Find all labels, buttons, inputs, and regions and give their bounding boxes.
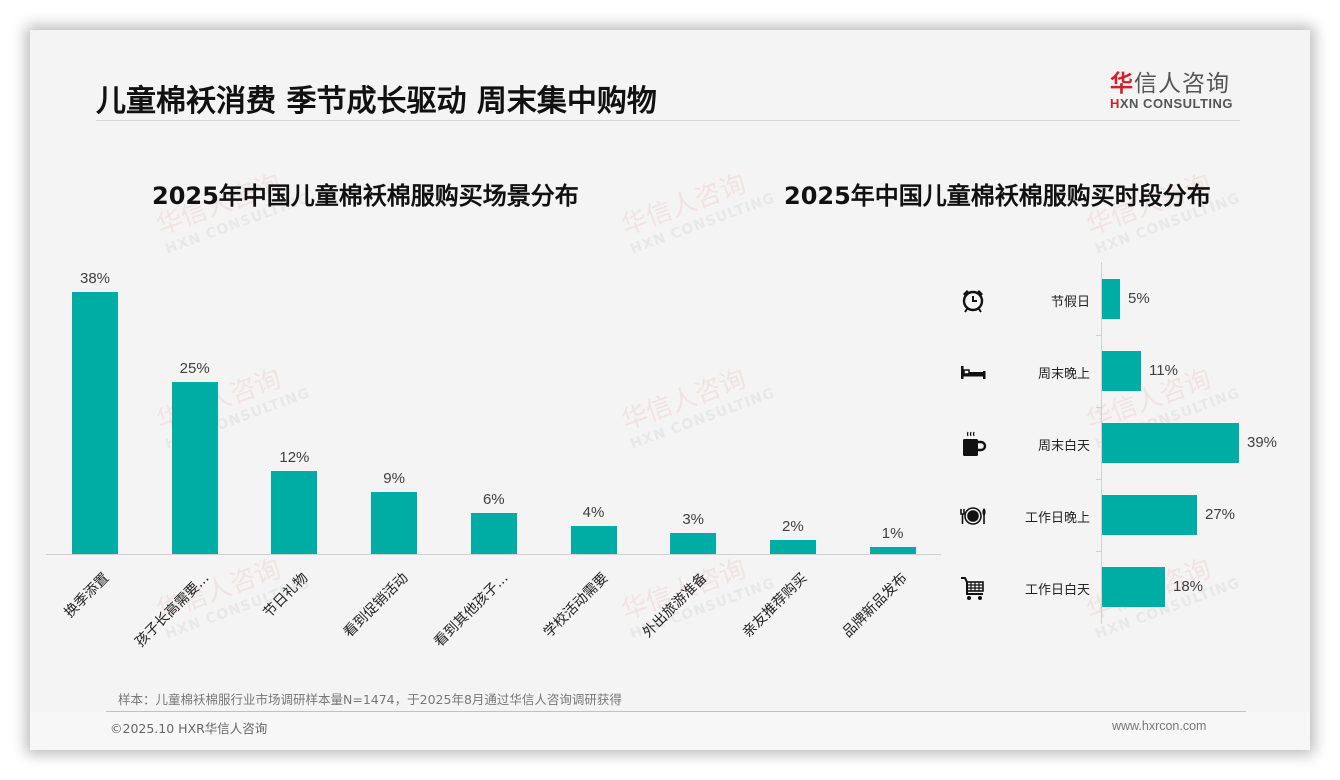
- category-label: 看到促销活动: [340, 570, 412, 641]
- bar: [769, 540, 816, 554]
- bar: [1102, 423, 1239, 463]
- bar-value-label: 38%: [79, 270, 111, 287]
- bar: [1102, 567, 1165, 607]
- bar: [371, 492, 418, 554]
- watermark-en: HXN CONSULTING: [628, 385, 778, 453]
- bar-value-label: 5%: [1128, 290, 1150, 307]
- logo-en-rest: XN CONSULTING: [1119, 96, 1234, 111]
- category-label: 品牌新品发布: [839, 570, 911, 641]
- category-label: 看到其他孩子...: [431, 570, 512, 651]
- bar-category-label: 节假日: [1050, 295, 1090, 310]
- bar: [470, 513, 517, 554]
- category-label: 孩子长高需要...: [131, 570, 213, 651]
- bar: [570, 526, 617, 554]
- logo-cn-rest: 信人咨询: [1134, 71, 1230, 97]
- logo-en: HXN CONSULTING: [1110, 96, 1240, 111]
- bar-value-label: 39%: [1247, 434, 1278, 451]
- y-axis-tick: [1096, 407, 1101, 408]
- y-axis-tick: [1096, 335, 1101, 336]
- shopping-cart-icon: [959, 574, 987, 602]
- copyright: ©2025.10 HXR华信人咨询: [110, 721, 268, 736]
- bar: [72, 292, 118, 554]
- bar-value-label: 9%: [383, 470, 405, 487]
- bar-value-label: 18%: [1173, 578, 1204, 595]
- bar: [869, 547, 916, 554]
- bar-value-label: 2%: [782, 518, 804, 535]
- bar: [1102, 279, 1120, 319]
- logo-en-prefix: H: [1110, 96, 1120, 111]
- logo-cn-red: 华: [1110, 71, 1134, 97]
- bar-value-label: 12%: [279, 449, 310, 466]
- watermark-en: HXN CONSULTING: [628, 190, 778, 258]
- bar-category-label: 工作日晚上: [1024, 511, 1090, 526]
- category-label: 换季添置: [61, 570, 113, 622]
- website-link[interactable]: www.hxrcon.com: [1112, 719, 1207, 733]
- category-label: 外出旅游准备: [639, 570, 711, 641]
- y-axis-line: [1101, 262, 1102, 624]
- bar-value-label: 25%: [179, 360, 210, 377]
- x-axis-line: [46, 554, 941, 555]
- bar: [670, 533, 717, 554]
- right-chart-title: 2025年中国儿童棉袄棉服购买时段分布: [784, 182, 1211, 210]
- company-logo: 华信人咨询 HXN CONSULTING: [1110, 64, 1240, 111]
- left-chart-title: 2025年中国儿童棉袄棉服购买场景分布: [152, 182, 579, 210]
- category-label: 学校活动需要: [540, 570, 611, 641]
- plate-cutlery-icon: [959, 502, 987, 530]
- logo-cn: 华信人咨询: [1110, 64, 1240, 98]
- sample-note: 样本：儿童棉袄棉服行业市场调研样本量N=1474，于2025年8月通过华信人咨询…: [118, 692, 622, 707]
- footer-divider: [106, 711, 1246, 712]
- bar-value-label: 3%: [682, 511, 705, 528]
- category-label: 节日礼物: [260, 570, 312, 622]
- hot-coffee-icon: [959, 430, 987, 458]
- bar-value-label: 27%: [1205, 506, 1236, 523]
- bar-value-label: 11%: [1149, 362, 1178, 379]
- bar: [1102, 351, 1141, 391]
- title-divider: [96, 120, 1240, 121]
- alarm-clock-icon: [959, 286, 987, 314]
- footer-band: [30, 712, 1310, 750]
- bar: [271, 471, 318, 554]
- y-axis-tick: [1096, 479, 1101, 480]
- slide: 儿童棉袄消费 季节成长驱动 周末集中购物 华信人咨询 HXN CONSULTIN…: [30, 30, 1310, 750]
- bar: [171, 382, 218, 554]
- page-title: 儿童棉袄消费 季节成长驱动 周末集中购物: [96, 84, 657, 119]
- bar-category-label: 工作日白天: [1024, 583, 1090, 598]
- y-axis-tick: [1096, 551, 1101, 552]
- bar-value-label: 6%: [482, 491, 505, 508]
- bed-icon: [959, 358, 987, 386]
- bar-category-label: 周末晚上: [1037, 367, 1090, 382]
- bar-category-label: 周末白天: [1037, 439, 1090, 454]
- category-label: 亲友推荐购买: [739, 570, 811, 641]
- bar-value-label: 4%: [582, 504, 605, 521]
- bar-value-label: 1%: [881, 525, 904, 542]
- bar: [1102, 495, 1197, 535]
